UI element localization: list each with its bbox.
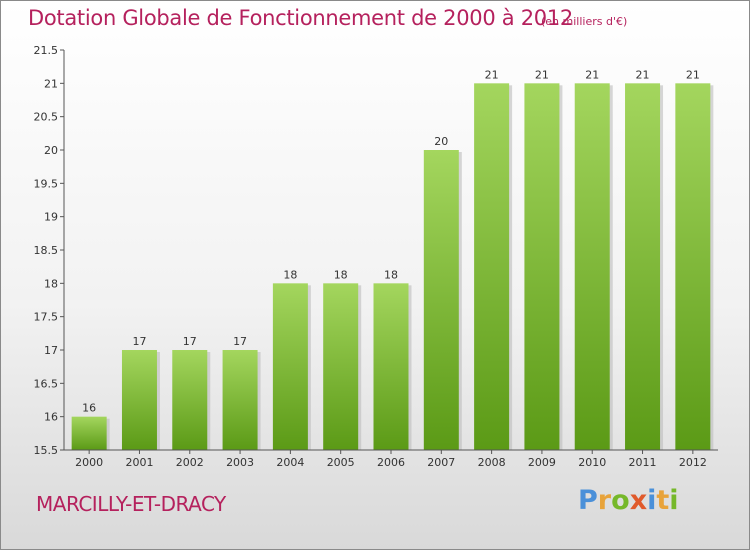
bar-2008: [474, 83, 510, 450]
bar-2007: [423, 150, 459, 450]
y-tick-label: 20.5: [34, 111, 59, 124]
bar-2000: [71, 416, 107, 450]
x-tick-label-2008: 2008: [478, 456, 506, 469]
y-tick-label: 21: [44, 77, 58, 90]
y-tick-label: 19: [44, 211, 58, 224]
data-label-2010: 21: [585, 68, 599, 81]
bar-2010: [574, 83, 610, 450]
x-tick-label-2007: 2007: [427, 456, 455, 469]
bar-2005: [323, 283, 359, 450]
data-label-2008: 21: [485, 68, 499, 81]
y-tick-label: 21.5: [34, 44, 59, 57]
x-tick-label-2002: 2002: [176, 456, 204, 469]
y-tick-label: 20: [44, 144, 58, 157]
bar-2001: [121, 350, 157, 450]
bar-2006: [373, 283, 409, 450]
x-tick-label-2011: 2011: [629, 456, 657, 469]
data-label-2000: 16: [82, 402, 96, 415]
bars: 16 17 17 17 18 18 18 20 21 21 21 21 21: [71, 68, 714, 450]
bar-2002: [172, 350, 208, 450]
data-label-2006: 18: [384, 268, 398, 281]
y-axis: 15.5 16 16.5 17 17.5 18 18.5 19 19.5 20 20.5 21 21.5: [34, 44, 65, 457]
y-tick-label: 18: [44, 277, 58, 290]
y-tick-label: 15.5: [34, 444, 59, 457]
data-label-2003: 17: [233, 335, 247, 348]
logo-letter: t: [656, 485, 670, 516]
logo-letter: i: [647, 485, 657, 516]
x-tick-label-2006: 2006: [377, 456, 405, 469]
bar-2009: [524, 83, 560, 450]
commune-name: MARCILLY-ET-DRACY: [36, 492, 226, 516]
data-label-2001: 17: [132, 335, 146, 348]
data-label-2002: 17: [183, 335, 197, 348]
y-tick-label: 19.5: [34, 177, 59, 190]
chart-unit: (en milliers d'€): [541, 15, 628, 28]
y-tick-label: 17.5: [34, 311, 59, 324]
proxiti-logo[interactable]: Proxiti: [578, 485, 679, 516]
data-label-2004: 18: [283, 268, 297, 281]
x-tick-label-2004: 2004: [276, 456, 304, 469]
bar-2003: [222, 350, 258, 450]
x-axis: 2000 2001 2002 2003 2004 2005 2006 2007 2008 2009…: [64, 449, 718, 469]
x-tick-label-2009: 2009: [528, 456, 556, 469]
logo-letter: x: [629, 485, 648, 516]
x-tick-label-2005: 2005: [327, 456, 355, 469]
y-tick-label: 18.5: [34, 244, 59, 257]
data-label-2011: 21: [636, 68, 650, 81]
x-tick-label-2001: 2001: [125, 456, 153, 469]
logo-letter: r: [597, 485, 612, 516]
bar-2004: [272, 283, 308, 450]
data-label-2007: 20: [434, 135, 448, 148]
y-tick-label: 16.5: [34, 377, 59, 390]
data-label-2009: 21: [535, 68, 549, 81]
bar-2012: [675, 83, 711, 450]
x-tick-label-2012: 2012: [679, 456, 707, 469]
logo-letter: i: [669, 485, 679, 516]
chart-title: Dotation Globale de Fonctionnement de 20…: [28, 6, 573, 30]
data-label-2005: 18: [334, 268, 348, 281]
x-tick-label-2003: 2003: [226, 456, 254, 469]
logo-letter: P: [578, 485, 598, 516]
bar-2011: [625, 83, 661, 450]
x-tick-label-2010: 2010: [578, 456, 606, 469]
y-tick-label: 16: [44, 411, 58, 424]
data-label-2012: 21: [686, 68, 700, 81]
logo-letter: o: [611, 485, 630, 516]
y-tick-label: 17: [44, 344, 58, 357]
x-tick-label-2000: 2000: [75, 456, 103, 469]
